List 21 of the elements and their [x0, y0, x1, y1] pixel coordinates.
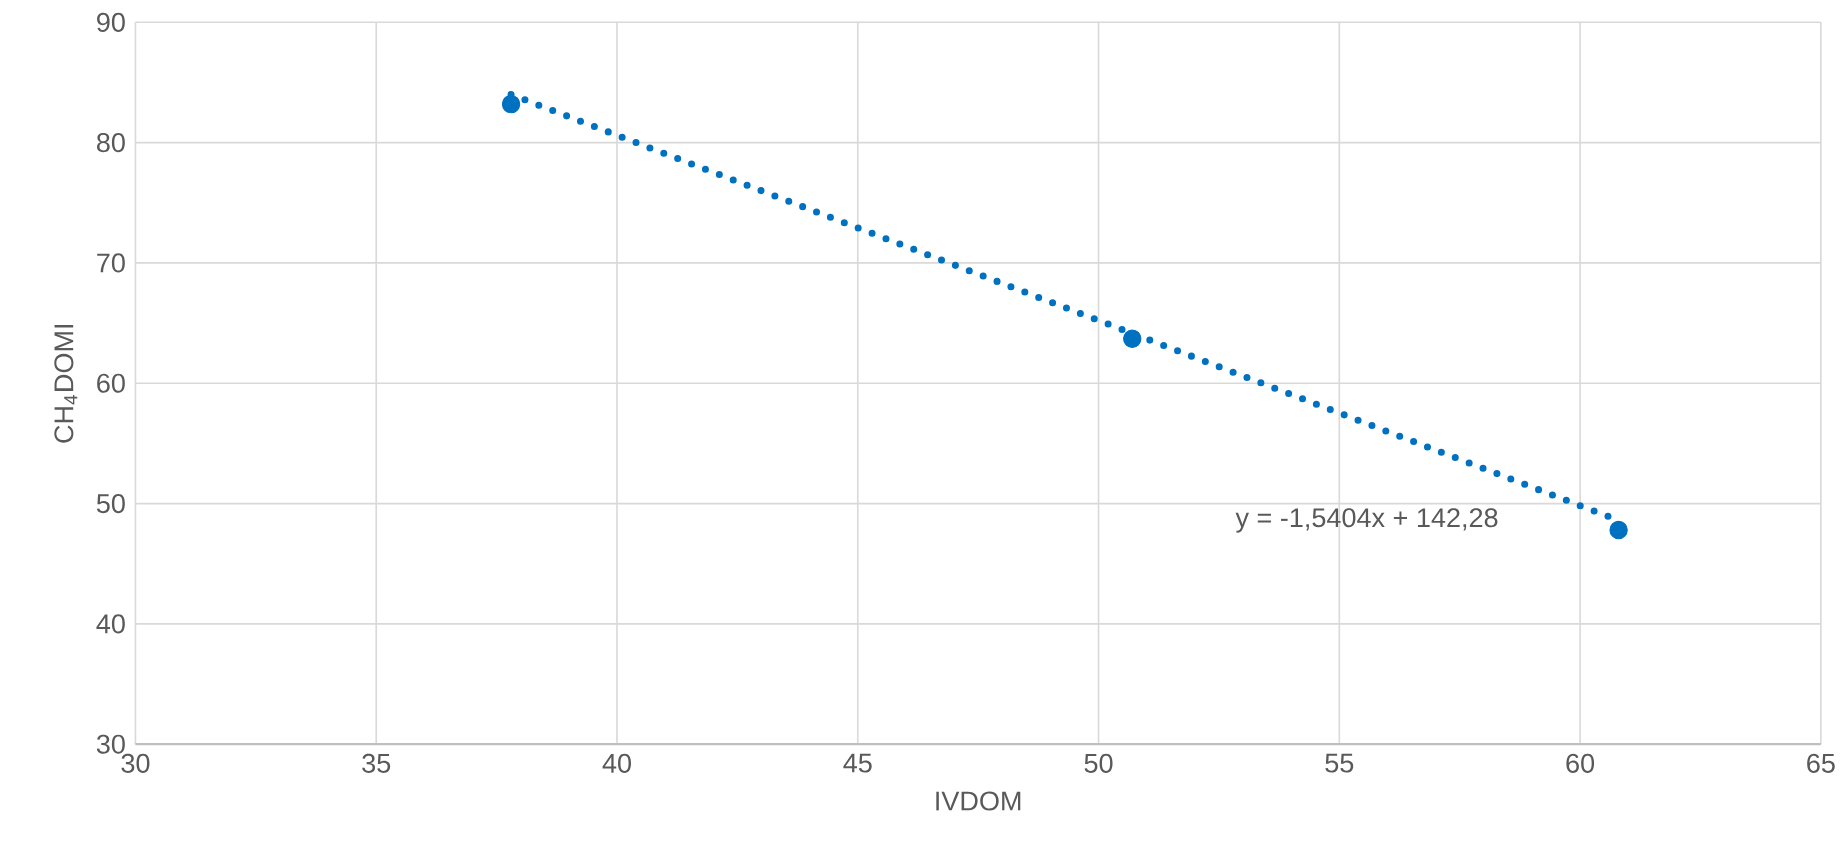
y-axis-title: CH$_{4}$DOMI: [54, 325, 78, 443]
point: [1609, 520, 1628, 540]
y-tick-label: 70: [97, 253, 125, 273]
x-tick-label: 65: [1807, 753, 1835, 773]
x-axis-title: IVDOM: [936, 791, 1021, 811]
x-tick-label: 60: [1566, 753, 1595, 773]
y-tick-label: 40: [96, 614, 125, 634]
x-tick-label: 30: [121, 753, 150, 773]
point: [501, 94, 521, 114]
x-tick-label: 50: [1084, 753, 1113, 773]
x-tick-label: 40: [602, 753, 631, 773]
y-tick-label: 50: [96, 494, 125, 514]
y-tick-label: 30: [96, 734, 125, 754]
point: [1123, 329, 1142, 348]
annotation: y = -1,5404x + 142,28: [1235, 508, 1498, 533]
x-tick-label: 45: [843, 753, 872, 773]
y-tick-label: 80: [97, 133, 125, 153]
y-tick-label: 90: [97, 12, 125, 32]
x-tick-label: 35: [362, 753, 391, 773]
y-tick-label: 60: [97, 373, 125, 393]
x-tick-label: 55: [1325, 753, 1354, 773]
